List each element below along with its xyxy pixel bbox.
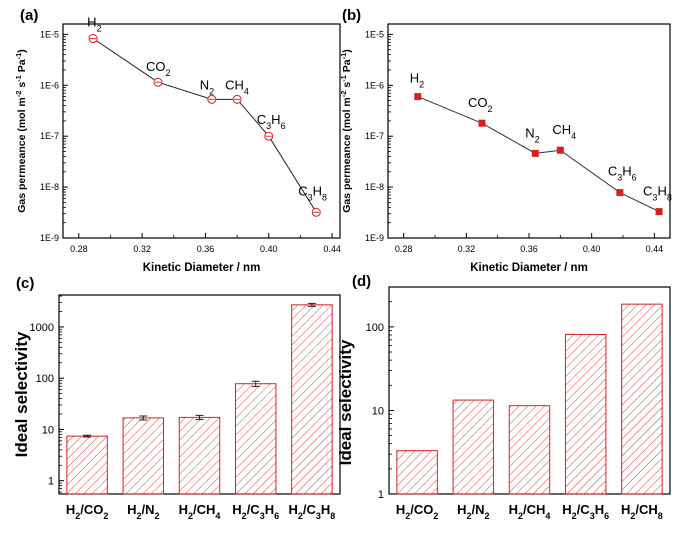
gas-label-ch4: CH4 bbox=[225, 77, 249, 96]
category-label: H2/CH8 bbox=[621, 502, 663, 521]
data-point-c3h8 bbox=[655, 208, 663, 216]
y-axis-label: Ideal selectivity bbox=[336, 339, 355, 465]
bar-h2-c3h6 bbox=[234, 380, 277, 495]
y-tick-label: 1E-7 bbox=[365, 131, 384, 141]
y-tick-label: 1 bbox=[48, 476, 54, 488]
category-label: H2/CO2 bbox=[66, 502, 109, 521]
bar-h2-c3h8 bbox=[291, 302, 333, 495]
y-tick-label: 10 bbox=[42, 424, 54, 436]
x-tick-label: 0.36 bbox=[197, 244, 215, 254]
bar-body bbox=[291, 304, 333, 495]
gas-label-h2: H2 bbox=[410, 71, 424, 90]
bar-body bbox=[452, 399, 495, 495]
y-tick-label: 10 bbox=[372, 405, 384, 417]
data-point-h2 bbox=[414, 93, 422, 101]
y-axis-label: Ideal selectivity bbox=[12, 331, 31, 457]
category-label: H2/CH4 bbox=[509, 502, 551, 521]
gas-label-c3h6: C3H6 bbox=[257, 112, 286, 131]
data-point-ch4 bbox=[556, 146, 564, 154]
y-axis-label: Gas permeance (mol m-2 s-1 Pa-1) bbox=[339, 49, 354, 213]
y-tick-label: 1 bbox=[378, 489, 384, 501]
panel-label-d: (d) bbox=[352, 273, 371, 290]
data-point-co2 bbox=[478, 119, 486, 127]
x-axis-label: Kinetic Diameter / nm bbox=[470, 262, 588, 274]
y-tick-label: 1E-9 bbox=[365, 233, 384, 243]
gas-label-ch4: CH4 bbox=[552, 122, 576, 141]
bar-body bbox=[621, 303, 663, 495]
x-tick-label: 0.44 bbox=[646, 244, 664, 254]
x-axis-label: Kinetic Diameter / nm bbox=[143, 262, 261, 274]
bar-body bbox=[66, 435, 108, 495]
y-axis-label: Gas permeance (mol m-2 s-1 Pa-1) bbox=[14, 49, 29, 213]
bar-body bbox=[234, 383, 277, 495]
x-tick-label: 0.32 bbox=[458, 244, 476, 254]
bar-body bbox=[178, 416, 221, 495]
series-line-b bbox=[417, 96, 660, 213]
gas-label-n2: N2 bbox=[200, 77, 214, 96]
data-point-n2 bbox=[531, 149, 539, 157]
y-tick-label: 1E-8 bbox=[40, 182, 59, 192]
bar-h2-n2 bbox=[122, 415, 165, 495]
bar-body bbox=[122, 417, 165, 495]
bar-h2-ch4 bbox=[508, 405, 551, 495]
x-tick-label: 0.32 bbox=[133, 244, 151, 254]
bar-h2-c3h6 bbox=[564, 334, 607, 495]
gas-label-c3h6: C3H6 bbox=[608, 164, 637, 183]
category-label: H2/N2 bbox=[457, 502, 489, 521]
category-label: H2/CO2 bbox=[396, 502, 439, 521]
series-line-a bbox=[92, 38, 317, 213]
y-tick-label: 1E-5 bbox=[365, 29, 384, 39]
gas-label-co2: CO2 bbox=[468, 95, 493, 114]
gas-label-c3h8: C3H8 bbox=[298, 183, 327, 202]
plot-frame-a bbox=[62, 23, 341, 239]
x-tick-label: 0.28 bbox=[395, 244, 413, 254]
gas-label-c3h8: C3H8 bbox=[643, 184, 672, 203]
y-tick-label: 1E-7 bbox=[40, 131, 59, 141]
category-label: H2/C3H6 bbox=[232, 502, 279, 521]
x-tick-label: 0.28 bbox=[70, 244, 88, 254]
panel-label-a: (a) bbox=[20, 7, 38, 24]
panel-label-c: (c) bbox=[16, 275, 34, 292]
x-tick-label: 0.40 bbox=[583, 244, 601, 254]
category-label: H2/CH4 bbox=[179, 502, 221, 521]
y-tick-label: 1E-8 bbox=[365, 182, 384, 192]
category-label: H2/C3H8 bbox=[288, 502, 335, 521]
y-tick-label: 100 bbox=[366, 322, 384, 334]
category-label: H2/N2 bbox=[127, 502, 159, 521]
y-tick-label: 1E-6 bbox=[365, 80, 384, 90]
y-tick-label: 1000 bbox=[30, 322, 54, 334]
bar-body bbox=[396, 450, 438, 495]
bar-h2-ch8 bbox=[621, 303, 663, 495]
data-point-c3h6 bbox=[616, 189, 624, 197]
bar-h2-n2 bbox=[452, 399, 495, 495]
gas-label-h2: H2 bbox=[87, 15, 101, 34]
bar-body bbox=[508, 405, 551, 495]
gas-label-n2: N2 bbox=[525, 125, 539, 144]
bar-h2-co2 bbox=[396, 450, 438, 495]
y-tick-label: 1E-6 bbox=[40, 80, 59, 90]
y-tick-label: 100 bbox=[36, 373, 54, 385]
bar-body bbox=[564, 334, 607, 495]
x-tick-label: 0.40 bbox=[260, 244, 278, 254]
x-tick-label: 0.36 bbox=[520, 244, 538, 254]
category-label: H2/C3H6 bbox=[562, 502, 609, 521]
gas-label-co2: CO2 bbox=[146, 59, 171, 78]
bar-h2-co2 bbox=[66, 434, 108, 495]
y-tick-label: 1E-9 bbox=[40, 233, 59, 243]
bar-h2-ch4 bbox=[178, 414, 221, 495]
panel-label-b: (b) bbox=[342, 7, 361, 24]
y-tick-label: 1E-5 bbox=[40, 29, 59, 39]
x-tick-label: 0.44 bbox=[323, 244, 341, 254]
